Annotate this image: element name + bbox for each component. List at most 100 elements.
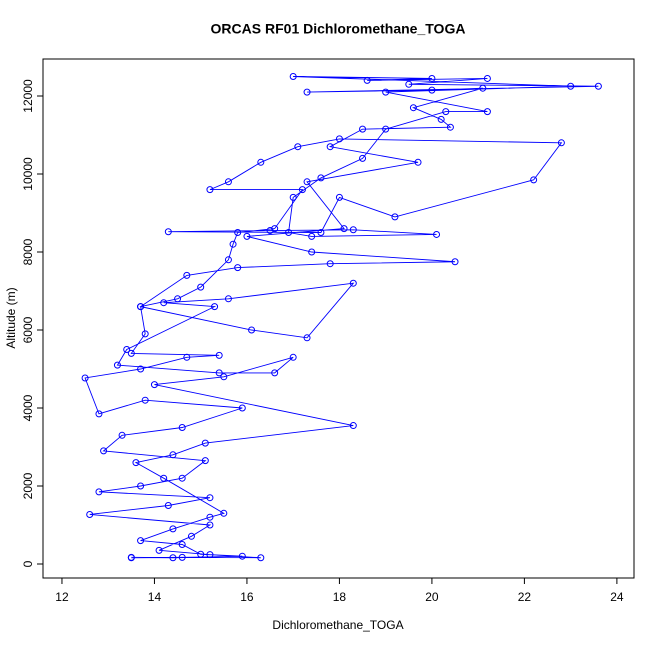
data-point [206,186,214,194]
data-point [206,513,214,521]
data-point [137,537,145,545]
data-point [248,326,256,334]
data-point [224,178,232,186]
data-point [391,213,399,221]
data-point [141,330,149,338]
data-point [215,369,223,377]
data-point [303,88,311,96]
y-tick-label: 12000 [21,79,35,113]
x-tick-label: 12 [55,590,69,604]
data-point [308,232,316,240]
y-tick-label: 10000 [21,157,35,191]
data-point [428,86,436,94]
data-point [289,73,297,81]
data-line [84,76,599,559]
plot-frame [42,58,635,579]
data-point [294,143,302,151]
data-point [317,229,325,237]
data-point [183,271,191,279]
data-point [178,424,186,432]
data-point [326,260,334,268]
data-point [483,108,491,116]
data-point [234,264,242,272]
data-point [81,374,89,382]
data-point [363,76,371,84]
data-point [178,540,186,548]
x-tick-label: 24 [610,590,624,604]
data-point [224,295,232,303]
data-point [479,84,487,92]
y-tick-label: 8000 [21,238,35,265]
data-point [530,176,538,184]
data-point [271,225,279,233]
y-tick-label: 2000 [21,472,35,499]
chart-title: ORCAS RF01 Dichloromethane_TOGA [211,21,466,37]
data-point [382,125,390,133]
data-point [446,123,454,131]
data-point [229,240,237,248]
x-tick-label: 20 [425,590,439,604]
data-point [289,353,297,361]
data-point [349,226,357,234]
data-point [201,457,209,465]
data-point [169,451,177,459]
data-point [349,422,357,430]
data-point [266,227,274,235]
data-point [206,494,214,502]
data-point [382,88,390,96]
data-point [160,474,168,482]
data-point [150,381,158,389]
data-point [557,139,565,147]
data-point [137,365,145,373]
data-point [243,232,251,240]
data-point [174,295,182,303]
data-point [567,82,575,90]
data-point [141,396,149,404]
data-point [95,488,103,496]
data-point [359,125,367,133]
data-point [303,178,311,186]
data-point [211,303,219,311]
data-point [206,521,214,529]
data-point [100,447,108,455]
data-point [234,229,242,237]
data-point [132,459,140,467]
data-point [86,510,94,518]
data-point [127,553,135,561]
x-tick-label: 18 [333,590,347,604]
data-point [238,552,246,560]
data-point [437,115,445,123]
x-axis-label: Dichloromethane_TOGA [272,618,403,632]
y-tick-label: 4000 [21,394,35,421]
y-tick-label: 6000 [21,316,35,343]
data-point [594,82,602,90]
data-point [164,228,172,236]
data-point [349,279,357,287]
data-point [326,143,334,151]
data-point [220,373,228,381]
data-point [335,193,343,201]
data-point [127,349,135,357]
data-point [160,299,168,307]
data-point [197,283,205,291]
data-point [409,104,417,112]
y-axis-label: Altitude (m) [4,287,18,348]
data-point [178,553,186,561]
data-point [257,554,265,562]
data-point [197,550,205,558]
data-point [317,174,325,182]
data-point [428,74,436,82]
y-tick-label: 0 [21,560,35,567]
data-point [224,256,232,264]
data-point [451,258,459,266]
data-point [414,158,422,166]
data-point [155,546,163,554]
data-point [238,404,246,412]
data-point [206,551,214,559]
x-tick-label: 16 [240,590,254,604]
data-point [220,509,228,517]
data-point [118,431,126,439]
data-point [187,532,195,540]
